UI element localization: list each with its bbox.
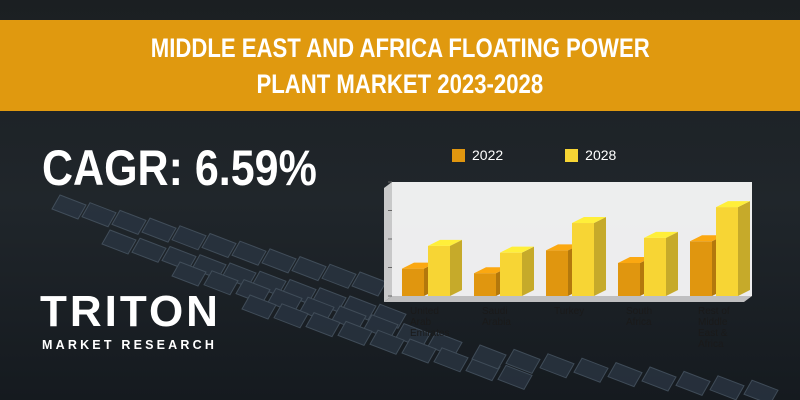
title-line-1: MIDDLE EAST AND AFRICA FLOATING POWER — [150, 32, 650, 63]
title-banner: MIDDLE EAST AND AFRICA FLOATING POWER PL… — [0, 20, 800, 111]
category-label-2: Turkey — [554, 306, 584, 317]
bar-2028-0 — [428, 239, 462, 296]
bar-2022-1 — [474, 267, 508, 296]
legend-swatch-2028 — [565, 148, 579, 162]
category-label-3: South Africa — [626, 306, 652, 328]
category-label-0: United Arab Emirates — [410, 306, 449, 339]
category-label-1: Saudi Arabia — [482, 306, 511, 328]
logo-subtitle: MARKET RESEARCH — [42, 338, 218, 352]
title-line-2: PLANT MARKET 2023-2028 — [256, 68, 544, 99]
category-label-4: Rest of Middle East & Africa — [698, 306, 730, 350]
chart-side-wall — [384, 182, 392, 302]
legend-label-2028: 2028 — [585, 147, 617, 163]
chart-legend: 2022 2028 — [452, 146, 678, 164]
bar-2028-1 — [500, 246, 534, 296]
logo-wordmark: TRITON — [40, 287, 221, 336]
cagr-value: CAGR: 6.59% — [42, 140, 317, 196]
legend-item-2028: 2028 — [565, 147, 616, 163]
legend-label-2022: 2022 — [472, 147, 504, 163]
chart-floor — [384, 296, 752, 302]
legend-item-2022: 2022 — [452, 147, 503, 163]
legend-swatch-2022 — [452, 148, 465, 162]
bar-2028-4 — [716, 201, 750, 296]
bar-2028-2 — [572, 217, 606, 296]
triton-logo: TRITON MARKET RESEARCH — [40, 290, 230, 356]
bar-2028-3 — [644, 231, 678, 296]
